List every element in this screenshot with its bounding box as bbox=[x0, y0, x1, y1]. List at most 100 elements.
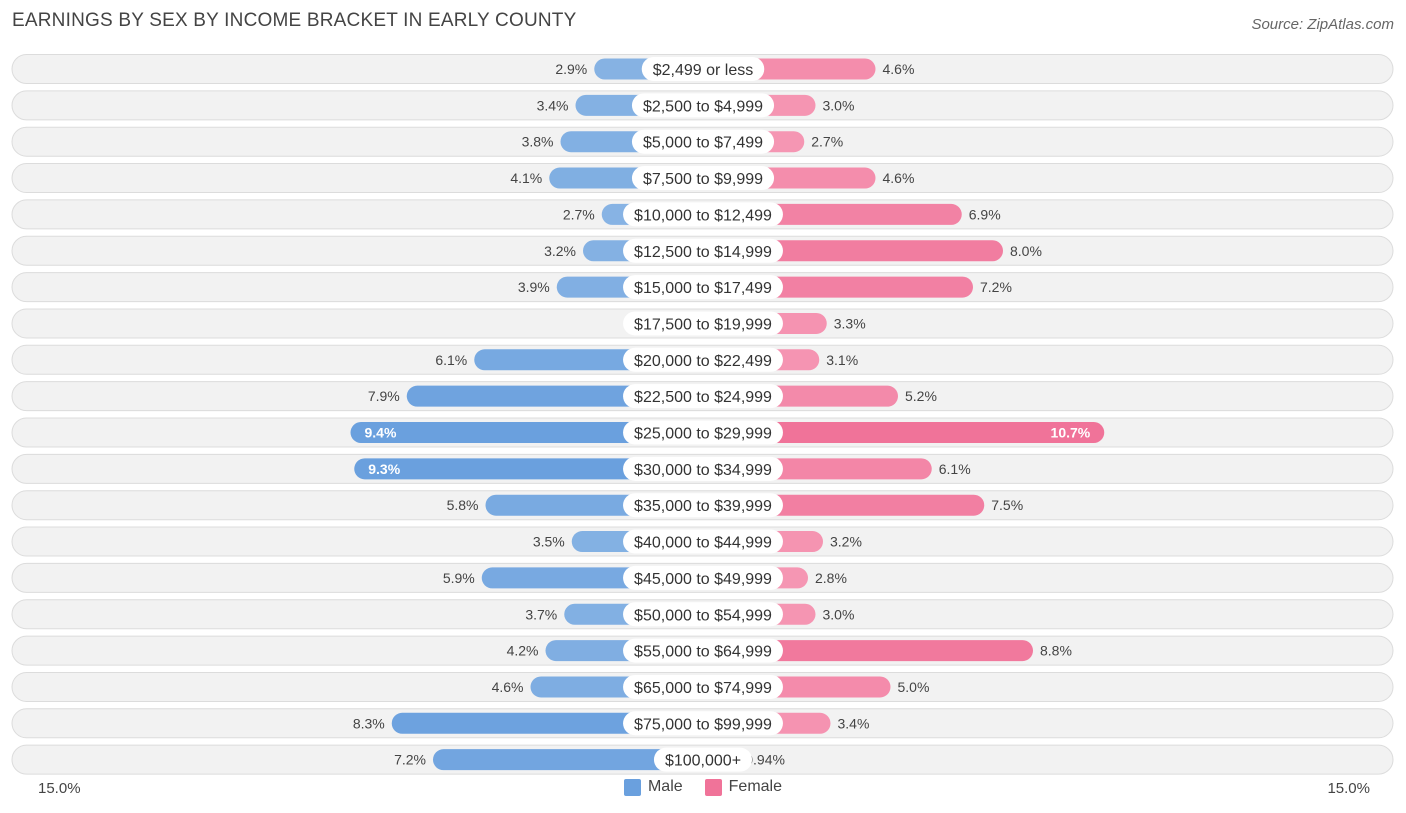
legend-swatch-female bbox=[704, 778, 722, 796]
category-pill bbox=[623, 238, 783, 263]
bar-male bbox=[350, 422, 703, 443]
value-label-female: 4.6% bbox=[883, 170, 915, 186]
bar-male bbox=[433, 749, 703, 771]
category-row: 9.3% 6.1% $30,000 to $34,999 bbox=[11, 453, 1394, 484]
category-label: $2,499 or less bbox=[653, 62, 754, 79]
value-label-male: 3.8% bbox=[522, 134, 554, 150]
category-label: $65,000 to $74,999 bbox=[634, 680, 772, 697]
value-label-male: 2.7% bbox=[563, 206, 595, 222]
category-row: 3.4% 3.0% $2,500 to $4,999 bbox=[11, 90, 1394, 121]
value-label-female: 6.9% bbox=[969, 206, 1001, 222]
category-pill bbox=[623, 493, 783, 518]
value-label-female: 3.4% bbox=[838, 715, 870, 731]
category-row: 9.4% 10.7% $25,000 to $29,999 bbox=[11, 417, 1394, 448]
value-label-male: 4.1% bbox=[510, 170, 542, 186]
category-label: $45,000 to $49,999 bbox=[634, 571, 772, 588]
bar-male bbox=[354, 458, 703, 480]
category-pill bbox=[623, 602, 783, 627]
value-label-male: 3.7% bbox=[525, 606, 557, 622]
category-pill bbox=[623, 529, 783, 554]
value-label-female: 5.0% bbox=[898, 679, 930, 695]
value-label-female: 7.5% bbox=[991, 497, 1023, 513]
category-row: 2.9% 4.6% $2,499 or less bbox=[11, 54, 1394, 84]
value-label-male: 3.2% bbox=[544, 243, 576, 259]
value-label-male: 3.9% bbox=[518, 279, 550, 295]
category-pill bbox=[631, 129, 775, 154]
legend-swatch-male bbox=[623, 778, 641, 796]
category-label: $30,000 to $34,999 bbox=[634, 462, 772, 479]
category-label: $2,500 to $4,999 bbox=[643, 98, 763, 115]
value-label-female: 6.1% bbox=[939, 461, 971, 477]
category-label: $15,000 to $17,499 bbox=[634, 280, 772, 297]
value-label-female: 7.2% bbox=[980, 279, 1012, 295]
category-pill bbox=[623, 565, 783, 590]
value-label-male: 5.8% bbox=[447, 497, 479, 513]
category-label: $20,000 to $22,499 bbox=[634, 353, 772, 370]
value-label-male: 9.3% bbox=[368, 461, 400, 477]
value-label-female: 8.0% bbox=[1010, 243, 1042, 259]
category-pill bbox=[623, 638, 783, 663]
category-row: 3.8% 2.7% $5,000 to $7,499 bbox=[11, 126, 1394, 157]
category-pill bbox=[631, 166, 775, 191]
category-row: 5.8% 7.5% $35,000 to $39,999 bbox=[11, 490, 1394, 521]
category-row: 2.7% 6.9% $10,000 to $12,499 bbox=[11, 199, 1394, 230]
value-label-male: 2.9% bbox=[555, 61, 587, 77]
value-label-female: 2.7% bbox=[811, 134, 843, 150]
value-label-female: 3.2% bbox=[830, 534, 862, 550]
category-pill bbox=[653, 747, 753, 772]
legend-label-female: Female bbox=[728, 778, 783, 795]
category-label: $12,500 to $14,999 bbox=[634, 244, 772, 261]
category-row: 7.9% 5.2% $22,500 to $24,999 bbox=[11, 381, 1394, 412]
legend-item-female: Female bbox=[704, 778, 783, 796]
category-label: $10,000 to $12,499 bbox=[634, 207, 772, 224]
category-label: $35,000 to $39,999 bbox=[634, 498, 772, 515]
chart-title: EARNINGS BY SEX BY INCOME BRACKET IN EAR… bbox=[12, 10, 577, 31]
value-label-female: 10.7% bbox=[1051, 425, 1091, 441]
value-label-male: 6.1% bbox=[435, 352, 467, 368]
value-label-female: 2.8% bbox=[815, 570, 847, 586]
value-label-male: 8.3% bbox=[353, 715, 385, 731]
category-row: 8.3% 3.4% $75,000 to $99,999 bbox=[11, 708, 1394, 739]
value-label-male: 9.4% bbox=[365, 425, 397, 441]
value-label-female: 4.6% bbox=[883, 61, 915, 77]
category-row: 4.2% 8.8% $55,000 to $64,999 bbox=[11, 635, 1394, 666]
category-row: 5.9% 2.8% $45,000 to $49,999 bbox=[11, 562, 1394, 593]
value-label-female: 3.1% bbox=[826, 352, 858, 368]
category-label: $40,000 to $44,999 bbox=[634, 535, 772, 552]
category-pill bbox=[623, 456, 783, 481]
category-pill bbox=[623, 711, 783, 736]
category-label: $75,000 to $99,999 bbox=[634, 716, 772, 733]
category-pill bbox=[623, 347, 783, 372]
category-label: $17,500 to $19,999 bbox=[634, 316, 772, 333]
value-label-male: 7.9% bbox=[368, 388, 400, 404]
category-pill bbox=[623, 275, 783, 300]
axis-label-left: 15.0% bbox=[38, 780, 81, 797]
value-label-male: 5.9% bbox=[443, 570, 475, 586]
bar-female bbox=[703, 640, 1033, 662]
value-label-female: 3.0% bbox=[823, 97, 855, 113]
category-label: $25,000 to $29,999 bbox=[634, 426, 772, 443]
value-label-female: 3.3% bbox=[834, 315, 866, 331]
category-row: 3.5% 3.2% $40,000 to $44,999 bbox=[11, 526, 1394, 557]
value-label-female: 3.0% bbox=[823, 606, 855, 622]
value-label-female: 0.94% bbox=[745, 752, 785, 768]
category-pill bbox=[623, 420, 783, 445]
category-pill bbox=[641, 57, 765, 81]
axis-label-right: 15.0% bbox=[1327, 780, 1370, 797]
value-label-male: 4.6% bbox=[492, 679, 524, 695]
category-label: $50,000 to $54,999 bbox=[634, 607, 772, 624]
category-row: 3.9% 7.2% $15,000 to $17,499 bbox=[11, 272, 1394, 303]
category-row: 0.37%3.3%$17,500 to $19,999 bbox=[11, 308, 1394, 339]
chart-area: 2.9% 4.6% $2,499 or less 3.4% 3.0% $2,500 to … bbox=[11, 54, 1394, 775]
value-label-male: 3.5% bbox=[533, 534, 565, 550]
category-row: 3.2% 8.0% $12,500 to $14,999 bbox=[11, 235, 1394, 266]
value-label-male: 7.2% bbox=[394, 752, 426, 768]
category-label: $7,500 to $9,999 bbox=[643, 171, 763, 188]
bar-female bbox=[703, 422, 1105, 443]
value-label-female: 5.2% bbox=[905, 388, 937, 404]
category-pill bbox=[631, 93, 775, 118]
category-row: 4.6% 5.0% $65,000 to $74,999 bbox=[11, 671, 1394, 702]
value-label-male: 4.2% bbox=[507, 643, 539, 659]
legend-label-male: Male bbox=[647, 778, 683, 795]
category-pill bbox=[623, 311, 783, 336]
